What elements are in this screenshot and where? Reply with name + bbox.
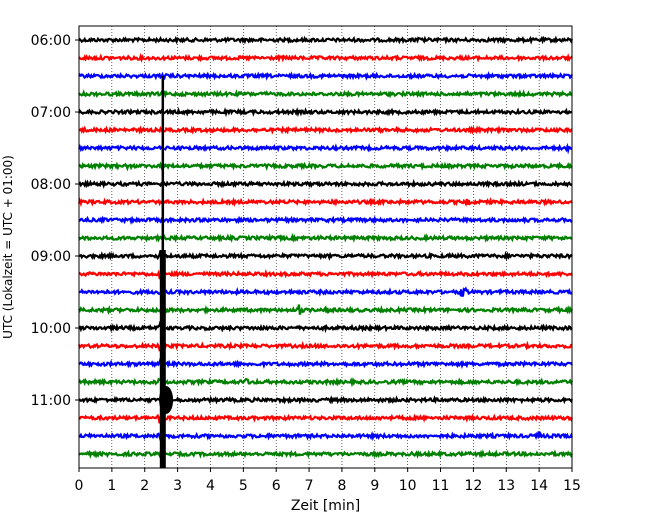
- x-tick-label: 12: [464, 478, 482, 494]
- x-tick-label: 11: [432, 478, 450, 494]
- trace-line: [78, 71, 574, 81]
- trace-line: [78, 89, 573, 99]
- x-tick-label: 9: [370, 478, 379, 494]
- y-axis-label: UTC (Lokalzeit = UTC + 01:00): [1, 155, 15, 339]
- y-tick-label: 07:00: [31, 105, 71, 121]
- plot-frame: [78, 25, 573, 469]
- y-tick-label: 06:00: [31, 33, 71, 49]
- x-axis-ticks: 0 1 2 3 4 5 6 7 8 9 10 11 12 13 14 15: [75, 468, 581, 494]
- y-tick-label: 10:00: [31, 321, 71, 337]
- x-tick-label: 5: [239, 478, 248, 494]
- y-tick-label: 09:00: [31, 249, 71, 265]
- trace-line: [78, 232, 573, 243]
- x-tick-label: 10: [399, 478, 417, 494]
- trace-line: [78, 215, 573, 225]
- x-tick-label: 7: [305, 478, 314, 494]
- trace-line: [78, 35, 574, 45]
- y-tick-label: 11:00: [31, 393, 71, 409]
- trace-line: [78, 161, 573, 172]
- x-axis-label: Zeit [min]: [291, 498, 360, 514]
- x-tick-label: 15: [563, 478, 581, 494]
- trace-line: [77, 107, 573, 118]
- x-tick-label: 14: [530, 478, 548, 494]
- trace-line: [77, 142, 573, 155]
- y-tick-label: 08:00: [31, 177, 71, 193]
- trace-line: [78, 125, 573, 135]
- spike-burst: [159, 386, 174, 414]
- x-tick-label: 8: [337, 478, 346, 494]
- trace-line: [78, 52, 573, 64]
- trace-line: [77, 196, 573, 208]
- x-tick-label: 13: [497, 478, 515, 494]
- x-tick-label: 2: [140, 478, 149, 494]
- seismic-traces: [77, 35, 574, 461]
- event-spike: [159, 76, 174, 468]
- y-axis-ticks: 06:00 07:00 08:00 09:00 10:00 11:00: [31, 33, 79, 409]
- x-tick-label: 3: [173, 478, 182, 494]
- x-tick-label: 4: [206, 478, 215, 494]
- x-tick-label: 6: [272, 478, 281, 494]
- x-tick-label: 1: [107, 478, 116, 494]
- trace-line: [78, 178, 573, 189]
- spike-band: [159, 250, 166, 468]
- x-tick-label: 0: [75, 478, 84, 494]
